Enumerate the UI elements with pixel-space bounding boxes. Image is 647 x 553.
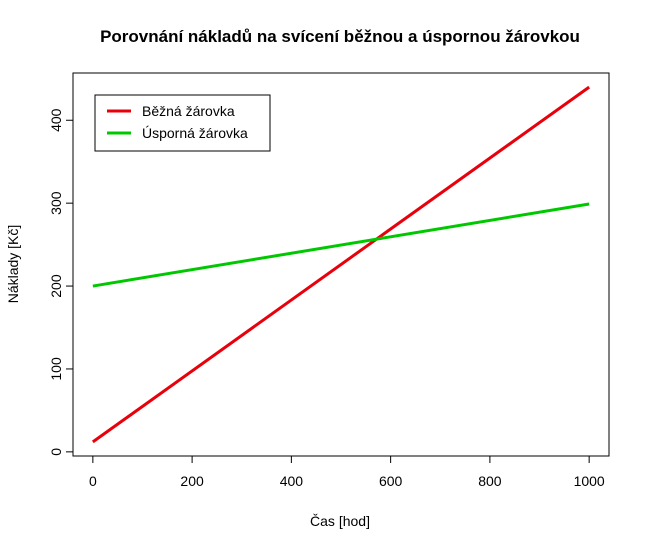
legend-box xyxy=(94,94,271,152)
series-line xyxy=(92,202,590,288)
y-tick-label: 0 xyxy=(48,448,64,456)
x-tick-label: 1000 xyxy=(574,473,605,489)
y-tick-label: 300 xyxy=(48,191,64,215)
legend-label: Běžná žárovka xyxy=(142,103,235,119)
y-tick-label: 100 xyxy=(48,357,64,381)
x-axis-label: Čas [hod] xyxy=(310,513,370,529)
series-line xyxy=(91,85,591,444)
chart-title: Porovnání nákladů na svícení běžnou a ús… xyxy=(100,27,580,46)
y-axis-label: Náklady [Kč] xyxy=(5,225,21,304)
x-tick-label: 400 xyxy=(280,473,304,489)
x-tick-label: 0 xyxy=(89,473,97,489)
x-tick-label: 600 xyxy=(379,473,403,489)
y-tick-label: 400 xyxy=(48,108,64,132)
x-tick-label: 200 xyxy=(180,473,204,489)
legend-label: Úsporná žárovka xyxy=(142,125,248,141)
y-tick-label: 200 xyxy=(48,274,64,298)
x-tick-label: 800 xyxy=(478,473,502,489)
